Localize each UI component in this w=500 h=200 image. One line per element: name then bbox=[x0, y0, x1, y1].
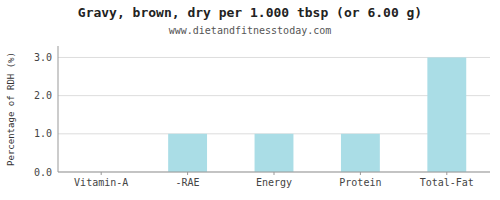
grid-line bbox=[58, 95, 490, 96]
x-tick bbox=[187, 172, 188, 175]
bar bbox=[341, 134, 380, 172]
x-tick bbox=[101, 172, 102, 175]
chart-svg: Gravy, brown, dry per 1.000 tbsp (or 6.0… bbox=[0, 0, 500, 200]
bar bbox=[255, 134, 294, 172]
x-tick-label: -RAE bbox=[176, 177, 200, 188]
y-tick-label: 3.0 bbox=[34, 52, 52, 63]
x-tick bbox=[274, 172, 275, 175]
x-tick-label: Vitamin-A bbox=[74, 177, 128, 188]
x-tick bbox=[360, 172, 361, 175]
subtitle: www.dietandfitnesstoday.com bbox=[169, 25, 332, 36]
y-tick-label: 1.0 bbox=[34, 128, 52, 139]
x-tick-label: Total-Fat bbox=[420, 177, 474, 188]
x-tick-label: Energy bbox=[256, 177, 292, 188]
chart-container: Gravy, brown, dry per 1.000 tbsp (or 6.0… bbox=[0, 0, 500, 200]
bars bbox=[168, 57, 466, 172]
y-axis-line bbox=[58, 46, 59, 172]
bar bbox=[168, 134, 207, 172]
y-axis-label: Percentage of RDH (%) bbox=[6, 52, 16, 166]
y-tick-label: 2.0 bbox=[34, 90, 52, 101]
x-tick bbox=[446, 172, 447, 175]
title: Gravy, brown, dry per 1.000 tbsp (or 6.0… bbox=[78, 5, 422, 20]
bar bbox=[427, 57, 466, 172]
y-tick-label: 0.0 bbox=[34, 167, 52, 178]
grid-line bbox=[58, 57, 490, 58]
x-tick-label: Protein bbox=[339, 177, 381, 188]
